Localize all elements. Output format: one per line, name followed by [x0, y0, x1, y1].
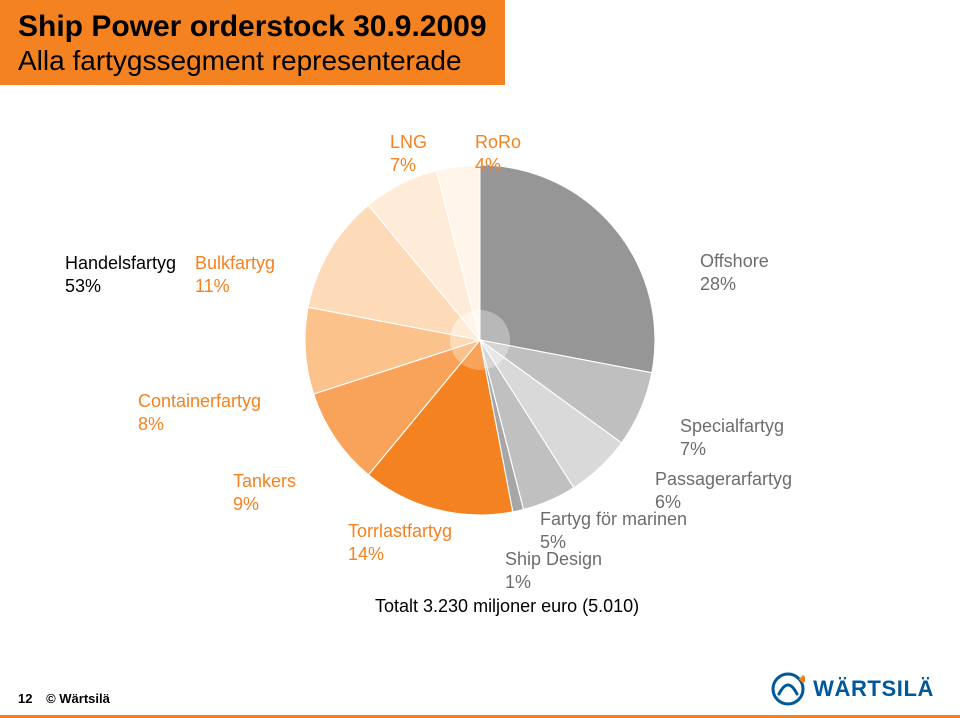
label-lng: LNG7%: [390, 131, 427, 176]
label-text-specialfartyg: Specialfartyg: [680, 416, 784, 436]
page-title: Ship Power orderstock 30.9.2009: [18, 10, 487, 45]
logo-mark-icon: [771, 672, 805, 706]
footer: 12 © Wärtsilä: [18, 691, 110, 706]
label-text-offshore: Offshore: [700, 251, 769, 271]
label-pct-containerfartyg: 8%: [138, 413, 261, 436]
label-fartyg_marinen: Fartyg för marinen5%: [540, 508, 687, 553]
pie-chart: [280, 140, 680, 540]
header: Ship Power orderstock 30.9.2009 Alla far…: [0, 0, 505, 85]
label-offshore: Offshore28%: [700, 250, 769, 295]
copyright: © Wärtsilä: [46, 691, 110, 706]
label-text-bulkfartyg: Bulkfartyg: [195, 253, 275, 273]
page-number: 12: [18, 691, 32, 706]
label-pct-specialfartyg: 7%: [680, 438, 784, 461]
label-text-fartyg_marinen: Fartyg för marinen: [540, 509, 687, 529]
label-bulkfartyg: Bulkfartyg11%: [195, 252, 275, 297]
label-pct-lng: 7%: [390, 154, 427, 177]
label-pct-offshore: 28%: [700, 273, 769, 296]
logo-text: WÄRTSILÄ: [813, 676, 934, 702]
label-passagerarfartyg: Passagerarfartyg6%: [655, 468, 792, 513]
total-label: Totalt 3.230 miljoner euro (5.010): [375, 596, 639, 617]
pie-svg: [280, 140, 680, 540]
label-pct-torrlastfartyg: 14%: [348, 543, 452, 566]
wartsila-logo: WÄRTSILÄ: [771, 672, 934, 706]
label-text-containerfartyg: Containerfartyg: [138, 391, 261, 411]
page-subtitle: Alla fartygssegment representerade: [18, 45, 487, 77]
label-torrlastfartyg: Torrlastfartyg14%: [348, 520, 452, 565]
label-text-roro: RoRo: [475, 132, 521, 152]
label-text-passagerarfartyg: Passagerarfartyg: [655, 469, 792, 489]
label-text-torrlastfartyg: Torrlastfartyg: [348, 521, 452, 541]
group-label-handelsfartyg: Handelsfartyg 53%: [65, 252, 176, 297]
label-text-tankers: Tankers: [233, 471, 296, 491]
label-tankers: Tankers9%: [233, 470, 296, 515]
label-containerfartyg: Containerfartyg8%: [138, 390, 261, 435]
label-roro: RoRo4%: [475, 131, 521, 176]
label-specialfartyg: Specialfartyg7%: [680, 415, 784, 460]
label-text-ship_design: Ship Design: [505, 549, 602, 569]
label-ship_design: Ship Design1%: [505, 548, 602, 593]
group-label-text: Handelsfartyg: [65, 253, 176, 273]
label-pct-bulkfartyg: 11%: [195, 275, 275, 298]
label-text-lng: LNG: [390, 132, 427, 152]
label-pct-tankers: 9%: [233, 493, 296, 516]
group-label-pct: 53%: [65, 275, 176, 298]
label-pct-ship_design: 1%: [505, 571, 602, 594]
label-pct-roro: 4%: [475, 154, 521, 177]
